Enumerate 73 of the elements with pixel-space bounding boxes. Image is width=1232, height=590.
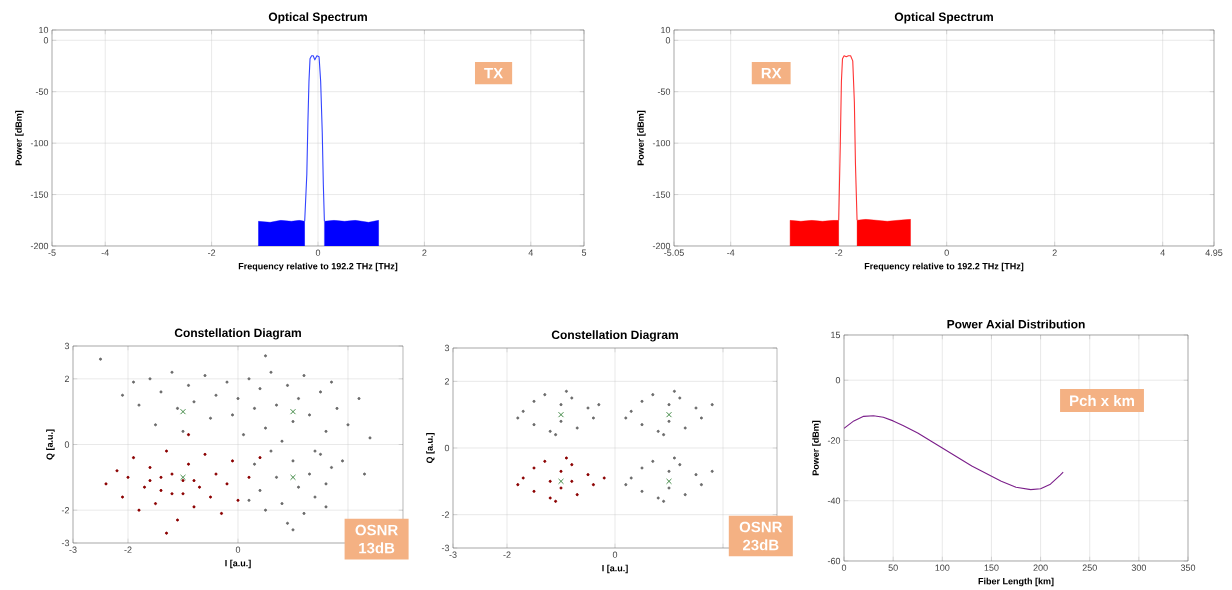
y-tick-label: -50 <box>657 88 671 95</box>
annotation: RX <box>761 68 782 79</box>
x-axis-title: Frequency relative to 192.2 THz [THz] <box>864 262 1024 272</box>
y-tick-label: -3 <box>61 539 70 547</box>
x-tick-label: 150 <box>984 564 999 571</box>
x-axis-title: Frequency relative to 192.2 THz [THz] <box>238 262 398 272</box>
y-tick-label: 0 <box>665 37 671 44</box>
x-tick-label: -2 <box>124 546 132 553</box>
x-tick-label: 0 <box>315 249 321 256</box>
y-axis-title: Q [a.u.] <box>46 429 55 460</box>
x-tick-label: 4.95 <box>1205 249 1223 256</box>
y-tick-label: -150 <box>30 191 49 198</box>
y-tick-label: 2 <box>64 375 70 382</box>
x-tick-label: -4 <box>101 249 109 256</box>
y-tick-label: -60 <box>827 557 841 565</box>
y-tick-label: -2 <box>61 507 70 514</box>
y-axis-title: Q [a.u.] <box>426 433 435 464</box>
chart-title: Constellation Diagram <box>174 328 301 340</box>
y-tick-label: 3 <box>64 342 70 350</box>
annotation: OSNR 13dB <box>355 524 398 554</box>
x-tick-label: 200 <box>1033 564 1048 571</box>
x-tick-label: -2 <box>208 249 216 256</box>
x-tick-label: 350 <box>1180 564 1196 571</box>
annotation: Pch x km <box>1070 395 1134 407</box>
x-tick-label: -3 <box>69 546 77 553</box>
x-tick-label: 0 <box>841 564 847 571</box>
y-axis-title: Power [dBm] <box>637 110 646 166</box>
y-tick-label: 2 <box>444 378 450 385</box>
x-tick-label: 2 <box>1052 249 1057 256</box>
y-tick-label: -100 <box>30 139 49 147</box>
y-tick-label: -2 <box>441 511 450 518</box>
x-tick-label: -3 <box>449 551 457 558</box>
x-tick-label: 4 <box>528 249 534 256</box>
x-tick-label: -4 <box>727 249 735 256</box>
x-tick-label: 0 <box>612 551 618 558</box>
y-axis-title: Power [dBm] <box>812 420 821 476</box>
x-tick-label: 250 <box>1082 564 1097 571</box>
x-axis-title: Fiber Length [km] <box>978 577 1054 587</box>
x-tick-label: 5 <box>581 249 587 256</box>
chart-title: Optical Spectrum <box>268 12 367 24</box>
y-tick-label: 10 <box>661 26 671 34</box>
x-tick-label: -5.05 <box>664 249 684 256</box>
y-tick-label: 0 <box>835 377 841 384</box>
y-tick-label: -50 <box>35 88 49 95</box>
x-tick-label: -2 <box>503 551 511 558</box>
y-tick-label: 15 <box>831 331 841 339</box>
y-tick-label: 0 <box>64 441 70 448</box>
y-tick-label: -200 <box>30 242 49 250</box>
y-tick-label: -100 <box>652 139 671 147</box>
y-tick-label: 0 <box>444 444 450 452</box>
annotation: TX <box>484 68 504 79</box>
x-tick-label: 4 <box>1160 249 1165 256</box>
y-axis-title: Power [dBm] <box>15 110 24 166</box>
chart-title: Optical Spectrum <box>894 12 993 24</box>
y-tick-label: -200 <box>652 242 671 250</box>
x-tick-label: 0 <box>235 546 241 553</box>
x-tick-label: 2 <box>422 249 427 256</box>
x-tick-label: 50 <box>888 564 898 571</box>
chart-title: Constellation Diagram <box>551 330 678 342</box>
x-axis-title: I [a.u.] <box>225 559 251 569</box>
annotation: OSNR 23dB <box>739 521 783 551</box>
y-tick-label: -20 <box>827 437 841 444</box>
chart-title: Power Axial Distribution <box>947 319 1085 329</box>
x-axis-title: I [a.u.] <box>602 564 628 574</box>
y-tick-label: 0 <box>43 37 49 44</box>
x-tick-label: 100 <box>935 564 950 571</box>
x-tick-label: 300 <box>1131 564 1147 571</box>
x-tick-label: -5 <box>48 249 56 256</box>
y-tick-label: -40 <box>827 497 841 504</box>
y-tick-label: 10 <box>39 26 49 34</box>
x-tick-label: 0 <box>944 249 949 256</box>
y-tick-label: 3 <box>444 344 450 352</box>
y-tick-label: -150 <box>652 191 671 198</box>
